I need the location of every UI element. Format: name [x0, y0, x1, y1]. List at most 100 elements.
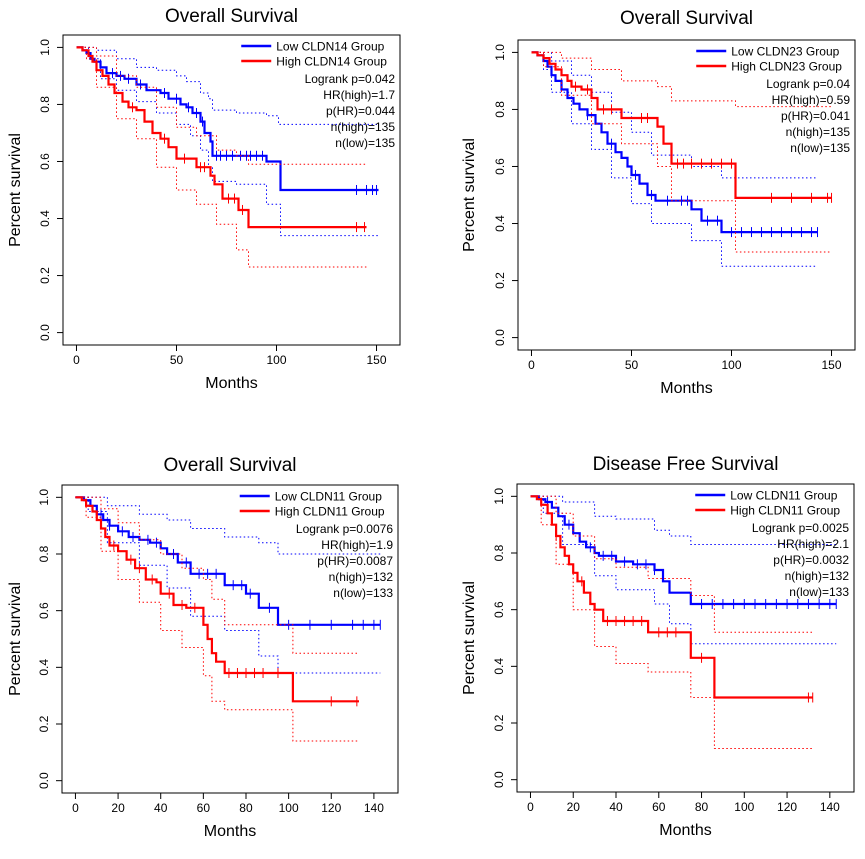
plot-frame — [517, 39, 856, 351]
survival-panel-1: Overall Survival 0 50 100 150 0.0 0.2 0.4 0.6 0.8… — [7, 6, 401, 392]
stat-text: n(low)=135 — [790, 141, 850, 155]
high-survival-line — [531, 51, 832, 199]
x-tick-label: 100 — [279, 801, 299, 815]
high-ci-upper-line — [75, 496, 359, 654]
x-tick-label: 100 — [721, 358, 741, 372]
x-tick-label: 80 — [695, 800, 709, 814]
y-tick-label: 1.0 — [493, 44, 507, 61]
y-tick-label: 0.8 — [493, 101, 507, 118]
x-tick-label: 20 — [111, 801, 125, 815]
stat-text: p(HR)=0.041 — [781, 109, 850, 123]
low-ci-upper-line — [530, 495, 837, 545]
stat-text: HR(high)=0.59 — [772, 93, 851, 107]
x-tick-label: 0 — [528, 358, 535, 372]
x-axis-label: Months — [204, 823, 256, 840]
stat-text: p(HR)=0.0032 — [773, 553, 849, 567]
legend-label-high: High CLDN14 Group — [276, 55, 387, 69]
legend-box — [692, 487, 852, 517]
stat-text: n(low)=133 — [789, 585, 849, 599]
y-axis-label: Percent survival — [7, 133, 24, 247]
survival-panel-2: Overall Survival 0 50 100 150 0.0 0.2 0.4 0.6 0.8… — [461, 8, 856, 397]
y-tick-label: 0.4 — [37, 659, 51, 676]
chart-title: Disease Free Survival — [593, 454, 779, 475]
y-tick-label: 0.0 — [493, 329, 507, 346]
y-tick-label: 0.2 — [493, 272, 507, 289]
stat-text: Logrank p=0.0076 — [296, 522, 393, 536]
survival-panel-4: Disease Free Survival 0 20 40 60 80 100 120 140 0… — [461, 454, 855, 839]
y-tick-label: 0.4 — [38, 210, 52, 227]
survival-panel-3: Overall Survival 0 20 40 60 80 100 120 140 0.0 0.2… — [7, 455, 399, 840]
legend-label-low: Low CLDN11 Group — [730, 489, 837, 503]
low-ci-upper-line — [531, 51, 818, 179]
legend-label-high: High CLDN11 Group — [730, 504, 840, 518]
y-tick-label: 0.0 — [37, 772, 51, 789]
stat-text: Logrank p=0.042 — [305, 72, 396, 86]
x-axis-label: Months — [660, 380, 712, 397]
y-tick-label: 0.6 — [492, 601, 506, 618]
y-tick-label: 0.6 — [37, 602, 51, 619]
stat-text: p(HR)=0.0087 — [317, 554, 393, 568]
x-tick-label: 50 — [170, 353, 184, 367]
stat-text: Logrank p=0.04 — [766, 77, 850, 91]
plot-frame — [61, 484, 399, 794]
legend-label-high: High CLDN11 Group — [275, 505, 385, 519]
y-tick-label: 0.2 — [37, 715, 51, 732]
x-tick-label: 40 — [154, 801, 168, 815]
x-tick-label: 20 — [567, 800, 581, 814]
low-ci-lower-line — [76, 46, 379, 237]
y-tick-label: 0.2 — [492, 714, 506, 731]
x-tick-label: 120 — [321, 801, 341, 815]
stat-text: n(low)=135 — [335, 136, 395, 150]
legend-label-high: High CLDN23 Group — [731, 60, 842, 74]
high-ci-lower-line — [531, 51, 832, 253]
plot-frame — [516, 483, 855, 793]
stat-text: n(high)=132 — [785, 569, 850, 583]
stat-text: Logrank p=0.0025 — [752, 521, 849, 535]
x-tick-label: 150 — [822, 358, 842, 372]
legend-label-low: Low CLDN11 Group — [275, 490, 382, 504]
chart-title: Overall Survival — [620, 8, 753, 29]
high-survival-line — [530, 495, 813, 699]
stat-text: HR(high)=2.1 — [777, 537, 849, 551]
x-tick-label: 80 — [239, 801, 253, 815]
legend-box — [238, 38, 398, 68]
y-tick-label: 0.8 — [492, 544, 506, 561]
stat-text: HR(high)=1.7 — [323, 88, 395, 102]
x-tick-label: 50 — [625, 358, 639, 372]
y-tick-label: 0.4 — [492, 658, 506, 675]
legend-label-low: Low CLDN23 Group — [731, 45, 839, 59]
x-tick-label: 0 — [73, 353, 80, 367]
x-tick-label: 60 — [197, 801, 211, 815]
stat-text: n(high)=135 — [786, 125, 851, 139]
y-axis-label: Percent survival — [7, 582, 24, 696]
high-ci-lower-line — [75, 496, 359, 742]
x-tick-label: 100 — [734, 800, 754, 814]
low-ci-lower-line — [530, 495, 837, 645]
chart-title: Overall Survival — [163, 455, 296, 476]
x-tick-label: 140 — [364, 801, 384, 815]
high-survival-line — [76, 46, 367, 229]
legend-box — [236, 488, 396, 518]
legend-label-low: Low CLDN14 Group — [276, 40, 384, 54]
low-ci-upper-line — [76, 46, 379, 125]
y-tick-label: 0.4 — [493, 215, 507, 232]
x-axis-label: Months — [205, 375, 257, 392]
x-tick-label: 0 — [527, 800, 534, 814]
chart-title: Overall Survival — [165, 6, 298, 27]
y-tick-label: 0.0 — [38, 324, 52, 341]
stat-text: p(HR)=0.044 — [326, 104, 395, 118]
x-tick-label: 140 — [820, 800, 840, 814]
high-survival-line — [75, 496, 359, 703]
x-tick-label: 0 — [72, 801, 79, 815]
x-tick-label: 100 — [266, 353, 286, 367]
y-tick-label: 0.8 — [37, 545, 51, 562]
y-tick-label: 1.0 — [37, 489, 51, 506]
high-ci-upper-line — [530, 495, 813, 633]
y-tick-label: 0.0 — [492, 771, 506, 788]
stat-text: n(high)=135 — [331, 120, 396, 134]
y-tick-label: 0.6 — [38, 153, 52, 170]
plot-frame — [62, 34, 401, 346]
low-ci-lower-line — [75, 496, 381, 674]
x-tick-label: 40 — [609, 800, 623, 814]
